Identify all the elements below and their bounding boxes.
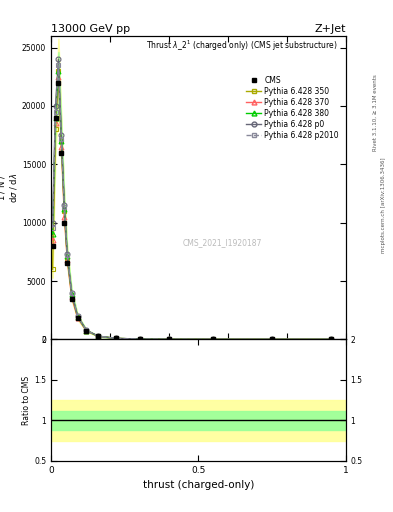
Text: Thrust $\lambda$_2$^1$ (charged only) (CMS jet substructure): Thrust $\lambda$_2$^1$ (charged only) (C… <box>145 39 337 53</box>
Text: Rivet 3.1.10, ≥ 3.1M events: Rivet 3.1.10, ≥ 3.1M events <box>373 74 378 151</box>
Text: mcplots.cern.ch [arXiv:1306.3436]: mcplots.cern.ch [arXiv:1306.3436] <box>381 157 386 252</box>
Y-axis label: $\mathregular{1}$ / $\mathregular{N}$ /
$\mathregular{d}\sigma$ / $\mathregular{: $\mathregular{1}$ / $\mathregular{N}$ / … <box>0 173 19 203</box>
Text: 13000 GeV pp: 13000 GeV pp <box>51 24 130 34</box>
Text: Z+Jet: Z+Jet <box>314 24 346 34</box>
Legend: CMS, Pythia 6.428 350, Pythia 6.428 370, Pythia 6.428 380, Pythia 6.428 p0, Pyth: CMS, Pythia 6.428 350, Pythia 6.428 370,… <box>246 76 339 140</box>
Y-axis label: Ratio to CMS: Ratio to CMS <box>22 375 31 424</box>
Text: CMS_2021_I1920187: CMS_2021_I1920187 <box>182 238 262 247</box>
X-axis label: thrust (charged-only): thrust (charged-only) <box>143 480 254 490</box>
